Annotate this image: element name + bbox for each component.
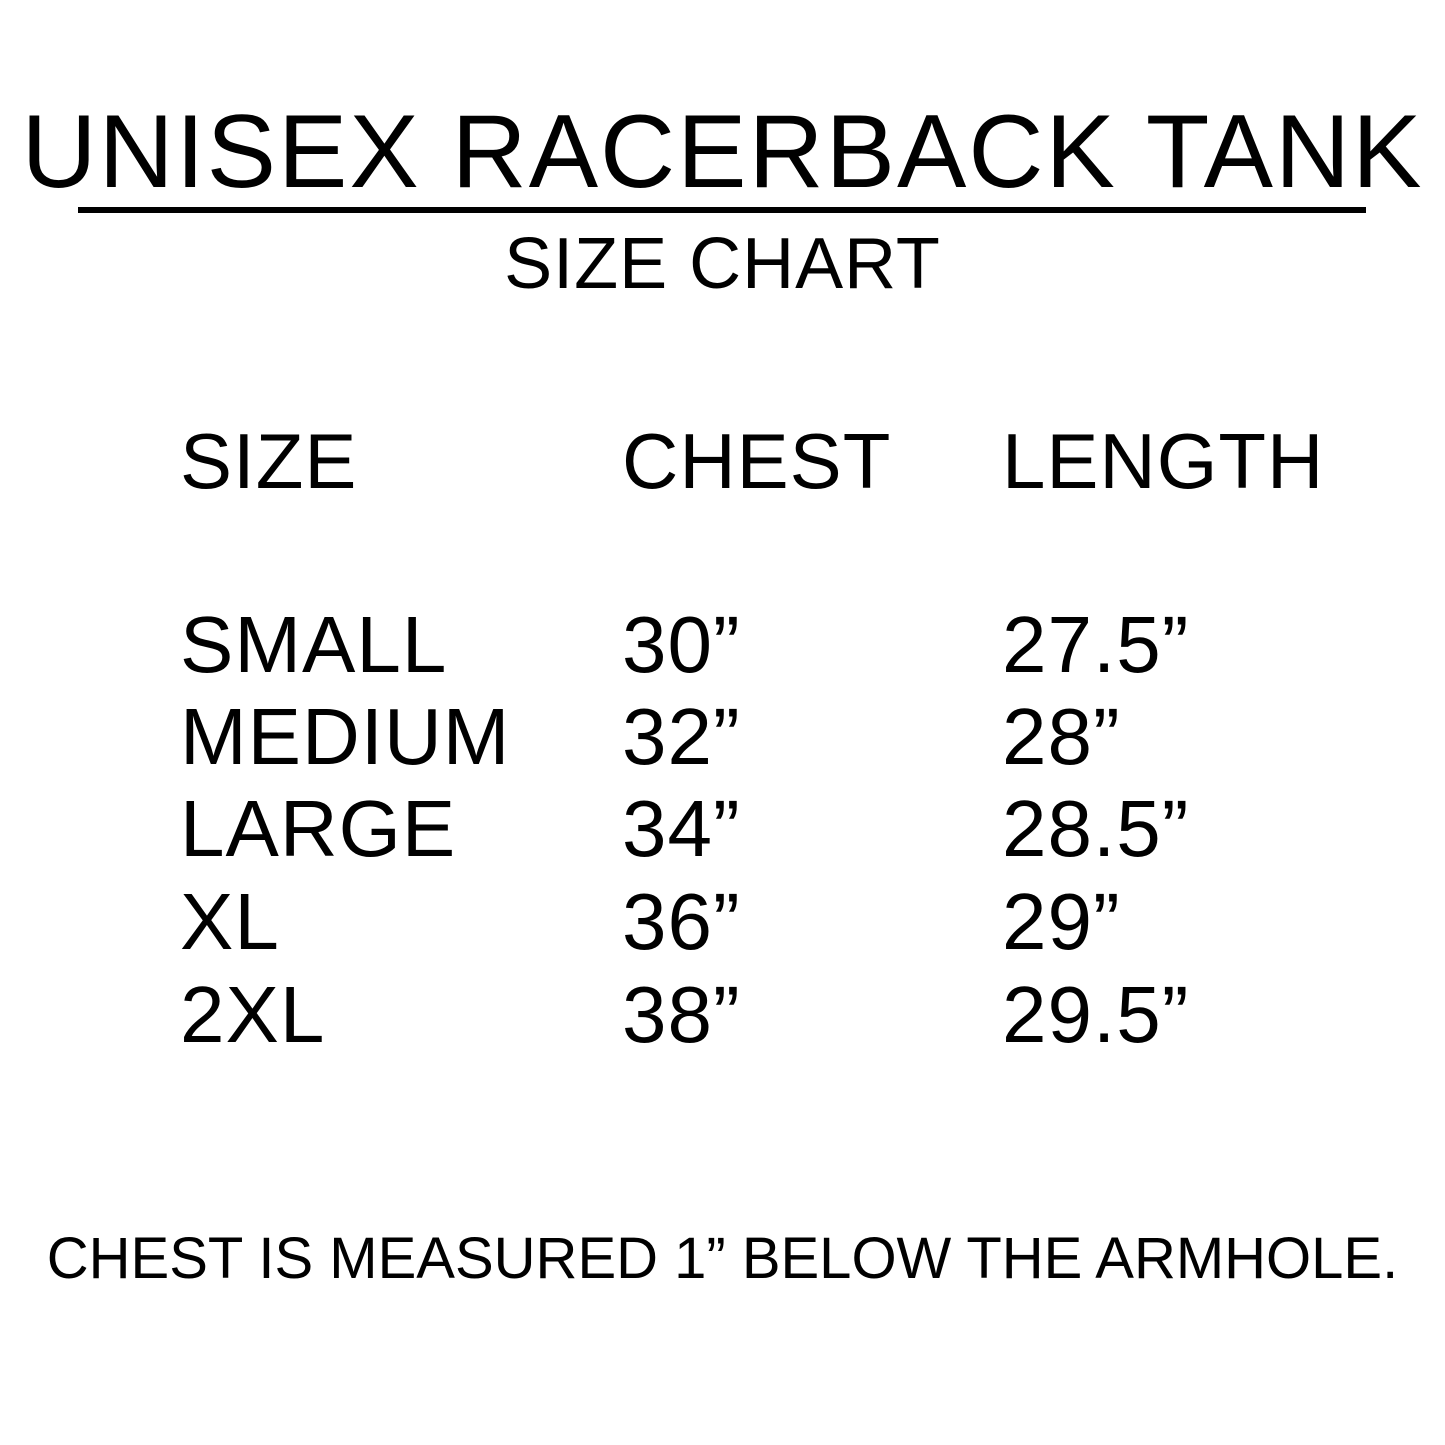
header-chest: CHEST (622, 417, 892, 505)
header-size: SIZE (180, 417, 358, 505)
chest-cell: 34” (622, 784, 741, 873)
length-cell: 29.5” (1002, 970, 1190, 1059)
length-cell: 29” (1002, 877, 1121, 966)
size-cell: LARGE (180, 784, 457, 873)
length-cell: 28” (1002, 692, 1121, 781)
chest-cell: 38” (622, 970, 741, 1059)
page-subtitle: SIZE CHART (504, 224, 941, 304)
page-title: UNISEX RACERBACK TANK (21, 94, 1424, 210)
length-cell: 28.5” (1002, 784, 1190, 873)
size-cell: SMALL (180, 600, 448, 689)
chest-cell: 36” (622, 877, 741, 966)
title-divider (78, 207, 1366, 213)
header-length: LENGTH (1002, 417, 1325, 505)
size-cell: MEDIUM (180, 692, 511, 781)
size-cell: 2XL (180, 970, 326, 1059)
length-cell: 27.5” (1002, 600, 1190, 689)
footer-note: CHEST IS MEASURED 1” BELOW THE ARMHOLE. (46, 1226, 1399, 1291)
chest-cell: 32” (622, 692, 741, 781)
size-cell: XL (180, 877, 280, 966)
chest-cell: 30” (622, 600, 741, 689)
